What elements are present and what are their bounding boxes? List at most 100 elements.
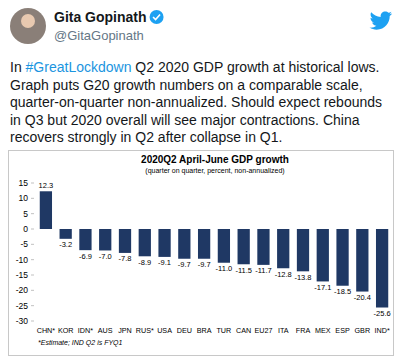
x-tick-label: MEX — [315, 326, 331, 335]
data-label: -11.7 — [255, 266, 272, 275]
x-tick-label: USA — [157, 326, 172, 335]
x-tick-label: DEU — [177, 326, 192, 335]
chart-subtitle: (quarter on quarter, percent, non-annual… — [145, 167, 284, 175]
y-tick — [31, 198, 34, 199]
x-tick-label: GBR — [355, 326, 371, 335]
twitter-bird — [370, 11, 392, 29]
data-label: -7.8 — [119, 254, 132, 263]
tweet-word: Q2 — [131, 59, 154, 75]
x-tick-label: IND* — [375, 326, 390, 335]
bar — [238, 229, 250, 264]
y-tick — [31, 244, 34, 245]
author-name: Gita Gopinath — [54, 9, 147, 25]
tweet-word: at — [269, 59, 285, 75]
tweet-word: G20 — [79, 77, 110, 93]
tweet-word: puts — [49, 77, 79, 93]
bar — [277, 229, 289, 268]
bar — [79, 229, 91, 250]
tweet-word: lows. — [344, 59, 380, 75]
tweet-word: on — [214, 77, 233, 93]
tweet-word: in — [241, 129, 256, 145]
x-tick-label: KOR — [58, 326, 74, 335]
twitter-logo — [370, 11, 392, 29]
bar — [336, 229, 348, 286]
data-label: -9.1 — [158, 258, 171, 267]
tweet-word: Graph — [10, 77, 49, 93]
tweet-word: growth — [110, 77, 156, 93]
verified-badge — [150, 10, 164, 24]
y-tick — [31, 229, 34, 230]
tweet-word: numbers — [156, 77, 214, 93]
x-tick-label: IDN* — [78, 326, 93, 335]
y-tick — [31, 259, 34, 260]
tweet-word: China — [319, 112, 360, 128]
y-tick — [31, 213, 34, 214]
tweet-word: 2020 — [154, 59, 189, 75]
x-tick-label: TUR — [216, 326, 231, 335]
tweet-word: Q2 — [131, 129, 154, 145]
tweet-word: scale, — [322, 77, 362, 93]
tweet-word: but — [43, 112, 66, 128]
tweet-word: expect — [275, 94, 320, 110]
bar — [139, 229, 151, 256]
bars — [40, 191, 388, 307]
tweet-word: major — [197, 112, 236, 128]
data-label: -9.7 — [198, 260, 211, 269]
tweet-word: recovers — [10, 129, 64, 145]
tweet-word: a — [233, 77, 245, 93]
data-label: -25.6 — [374, 309, 391, 318]
y-tick-label: 15 — [19, 178, 29, 188]
tweet-word: historical — [285, 59, 344, 75]
data-label: -18.5 — [334, 287, 351, 296]
bar — [297, 229, 309, 271]
y-tick-label: -30 — [16, 316, 29, 326]
bar — [376, 229, 388, 308]
tweet-word: comparable — [245, 77, 322, 93]
y-tick — [31, 290, 34, 291]
tweet-word: In — [10, 59, 22, 75]
tweet-text-line: in Q3 but 2020 overall will see major co… — [10, 112, 360, 128]
author-handle: @GitaGopinath — [54, 28, 144, 43]
tweet-word: in — [10, 112, 21, 128]
y-tick — [31, 275, 34, 276]
x-tick-label: CAN — [236, 326, 251, 335]
data-label: -3.2 — [59, 240, 72, 249]
y-tick — [31, 321, 34, 322]
chart-title: 2020Q2 April-June GDP growth — [141, 154, 289, 165]
tweet-word: Q3 — [21, 112, 44, 128]
x-tick-label: CHN* — [37, 326, 56, 335]
tweet-word: after — [154, 129, 186, 145]
tweet-screenshot: Gita Gopinath @GitaGopinath In #GreatLockd… — [0, 0, 400, 359]
bar — [198, 229, 210, 259]
y-tick-label: 5 — [23, 209, 28, 219]
tweet-text-line: In #GreatLockdown Q2 2020 GDP growth at … — [10, 59, 379, 75]
x-tick-label: FRA — [296, 326, 311, 335]
bar — [218, 229, 230, 263]
tweet-word: quarter-on-quarter — [10, 94, 124, 110]
tweet-word: rebounds — [320, 94, 382, 110]
data-label: -11.5 — [235, 266, 252, 275]
tweet-word: will — [147, 112, 170, 128]
data-label: -17.1 — [314, 283, 331, 292]
data-label: -13.8 — [294, 273, 311, 282]
tweet-text-line: recovers strongly in Q2 after collapse i… — [10, 129, 282, 145]
bar — [40, 191, 52, 229]
tweet-word: GDP — [189, 59, 223, 75]
y-tick-label: -15 — [16, 270, 29, 280]
avatar — [10, 8, 46, 44]
bar — [178, 229, 190, 259]
tweet-word: contractions. — [236, 112, 319, 128]
tweet-text-line: Graph puts G20 growth numbers on a compa… — [10, 77, 363, 93]
data-label: 12.3 — [39, 181, 54, 190]
data-label: -8.9 — [138, 258, 151, 267]
tweet-word: in — [117, 129, 132, 145]
verified-check — [153, 15, 160, 20]
data-label: -6.9 — [79, 252, 92, 261]
data-label: -9.7 — [178, 260, 191, 269]
bar — [356, 229, 368, 292]
bar — [317, 229, 329, 281]
y-tick-label: -5 — [20, 239, 28, 249]
chart-frame — [9, 151, 394, 356]
tweet-word: Q1. — [256, 129, 282, 145]
bar — [257, 229, 269, 265]
